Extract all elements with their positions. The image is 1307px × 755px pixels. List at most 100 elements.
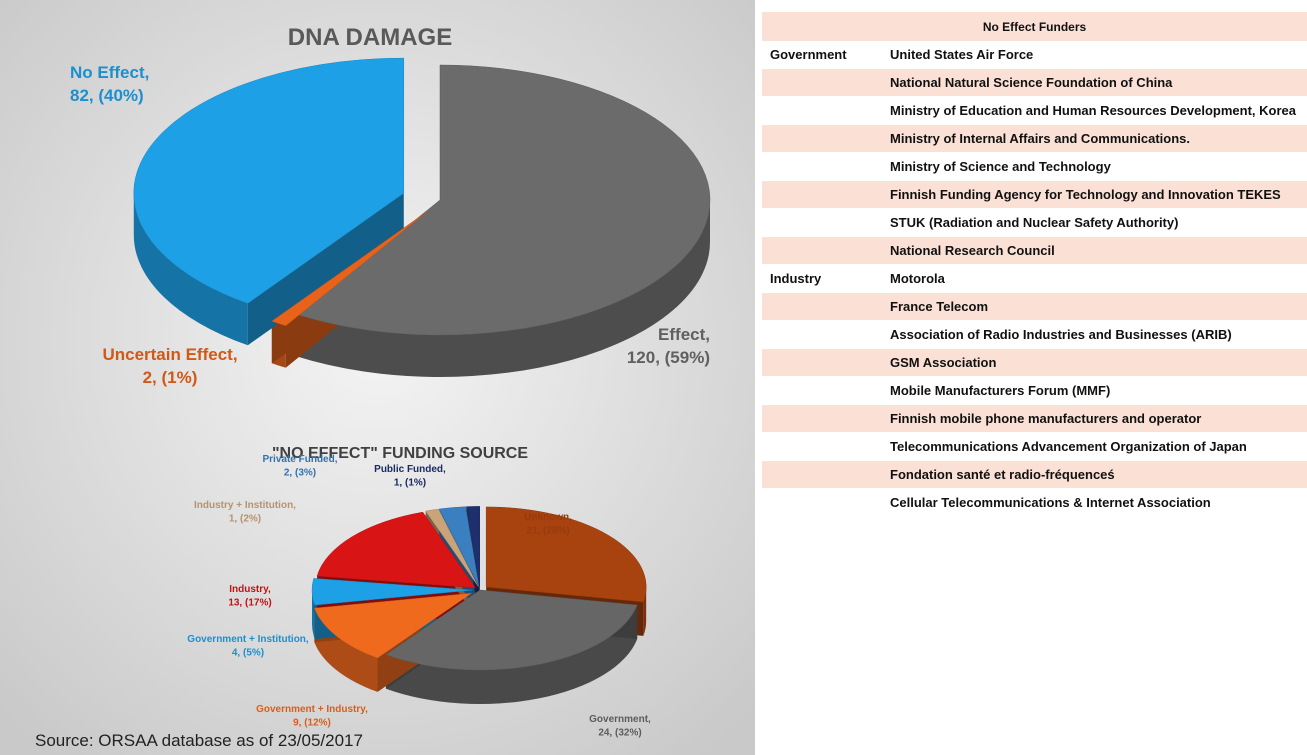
funder-cell: Telecommunications Advancement Organizat…: [882, 432, 1307, 461]
funder-cell: Cellular Telecommunications & Internet A…: [882, 488, 1307, 517]
slice: [466, 506, 480, 587]
group-cell: [762, 376, 882, 405]
slice-label: Private Funded,: [262, 454, 337, 465]
group-cell: Government: [762, 41, 882, 69]
slice-value-label: 82, (40%): [70, 86, 144, 105]
group-cell: [762, 460, 882, 489]
slice-side: [314, 608, 378, 692]
slice-label: Industry + Institution,: [194, 500, 296, 511]
table-row: Telecommunications Advancement Organizat…: [762, 432, 1307, 461]
funder-cell: STUK (Radiation and Nuclear Safety Autho…: [882, 208, 1307, 237]
funder-cell: Fondation santé et radio-fréquenceś: [882, 460, 1307, 489]
pie-tops: [133, 57, 711, 336]
table-row: GSM Association: [762, 348, 1307, 377]
table-row: Ministry of Education and Human Resource…: [762, 96, 1307, 125]
group-cell: [762, 432, 882, 461]
table-row: Industry Motorola: [762, 264, 1307, 293]
slice-side: [385, 604, 638, 704]
slice-label: Uncertain Effect,: [102, 345, 237, 364]
group-cell: [762, 488, 882, 517]
slice: [485, 506, 647, 603]
source: Source: ORSAA database as of 23/05/2017: [35, 731, 363, 750]
table-row: Cellular Telecommunications & Internet A…: [762, 488, 1307, 517]
funder-cell: Ministry of Science and Technology: [882, 152, 1307, 181]
group-cell: [762, 236, 882, 265]
slice-side: [312, 590, 315, 640]
slice: [425, 508, 479, 587]
slice-label: Government + Institution,: [187, 634, 309, 645]
funder-cell: France Telecom: [882, 292, 1307, 321]
funder-cell: Finnish mobile phone manufacturers and o…: [882, 404, 1307, 433]
funder-cell: National Natural Science Foundation of C…: [882, 68, 1307, 97]
slice-side: [643, 586, 647, 636]
slice-side: [133, 193, 248, 346]
funder-cell: GSM Association: [882, 348, 1307, 377]
slice-side: [297, 200, 710, 378]
slice-label: Effect,: [658, 325, 710, 344]
group-cell: [762, 348, 882, 377]
funder-cell: Mobile Manufacturers Forum (MMF): [882, 376, 1307, 405]
table-row: Ministry of Internal Affairs and Communi…: [762, 124, 1307, 153]
funder-cell: Motorola: [882, 264, 1307, 293]
funder-cell: United States Air Force: [882, 41, 1307, 69]
table-row: Ministry of Science and Technology: [762, 152, 1307, 181]
slice-label: Unknown,: [524, 512, 572, 523]
slice-value-label: 9, (12%): [293, 718, 331, 729]
table-row: France Telecom: [762, 292, 1307, 321]
slice: [316, 511, 476, 588]
chart-panel: DNA DAMAGE "NO EFFECT" FUNDING SOURCE So…: [0, 0, 755, 755]
funder-cell: Ministry of Internal Affairs and Communi…: [882, 124, 1307, 153]
group-cell: [762, 180, 882, 209]
slice-value-label: 4, (5%): [232, 648, 264, 659]
table-row: Fondation santé et radio-fréquenceś: [762, 460, 1307, 489]
slice-label: Public Funded,: [374, 464, 446, 475]
chart-title: DNA DAMAGE: [288, 24, 452, 51]
table-row: National Research Council: [762, 236, 1307, 265]
table-row: Finnish Funding Agency for Technology an…: [762, 180, 1307, 209]
slice-value-label: 2, (1%): [143, 368, 198, 387]
slice-label: No Effect,: [70, 63, 149, 82]
table-header-row: No Effect Funders: [762, 12, 1307, 41]
table-row: STUK (Radiation and Nuclear Safety Autho…: [762, 208, 1307, 237]
slice: [311, 578, 473, 606]
slice-value-label: 24, (32%): [598, 728, 641, 739]
group-cell: [762, 96, 882, 125]
group-cell: [762, 124, 882, 153]
slice: [385, 589, 638, 671]
pie-tops: [311, 506, 647, 671]
funder-cell: National Research Council: [882, 236, 1307, 265]
group-cell: [762, 404, 882, 433]
slice-label: Government + Industry,: [256, 704, 368, 715]
slice: [133, 57, 405, 304]
group-cell: [762, 208, 882, 237]
slice-value-label: 120, (59%): [627, 348, 710, 367]
table-row: Finnish mobile phone manufacturers and o…: [762, 404, 1307, 433]
slice: [271, 210, 429, 327]
slice: [314, 592, 473, 659]
slice-label: Industry,: [229, 584, 271, 595]
table-row: Government United States Air Force: [762, 41, 1307, 69]
slice-face: [247, 193, 404, 346]
table-row: Association of Radio Industries and Busi…: [762, 320, 1307, 349]
funder-cell: Association of Radio Industries and Busi…: [882, 320, 1307, 349]
group-cell: [762, 320, 882, 349]
group-cell: [762, 292, 882, 321]
group-cell: [762, 68, 882, 97]
funder-cell: Finnish Funding Agency for Technology an…: [882, 180, 1307, 209]
funders-table: No Effect Funders Government United States…: [762, 12, 1307, 517]
slice-value-label: 13, (17%): [228, 598, 271, 609]
funder-cell: Ministry of Education and Human Resource…: [882, 96, 1307, 125]
table-title: No Effect Funders: [762, 12, 1307, 41]
slice: [438, 506, 480, 587]
group-cell: Industry: [762, 264, 882, 293]
chart-title: "NO EFFECT" FUNDING SOURCE: [272, 445, 528, 462]
slice-value-label: 2, (3%): [284, 468, 316, 479]
slice: [297, 64, 711, 336]
slice-value-label: 1, (2%): [229, 514, 261, 525]
slice-label: Government,: [589, 714, 651, 725]
slice-value-label: 1, (1%): [394, 478, 426, 489]
table-row: National Natural Science Foundation of C…: [762, 68, 1307, 97]
table-row: Mobile Manufacturers Forum (MMF): [762, 376, 1307, 405]
group-cell: [762, 152, 882, 181]
